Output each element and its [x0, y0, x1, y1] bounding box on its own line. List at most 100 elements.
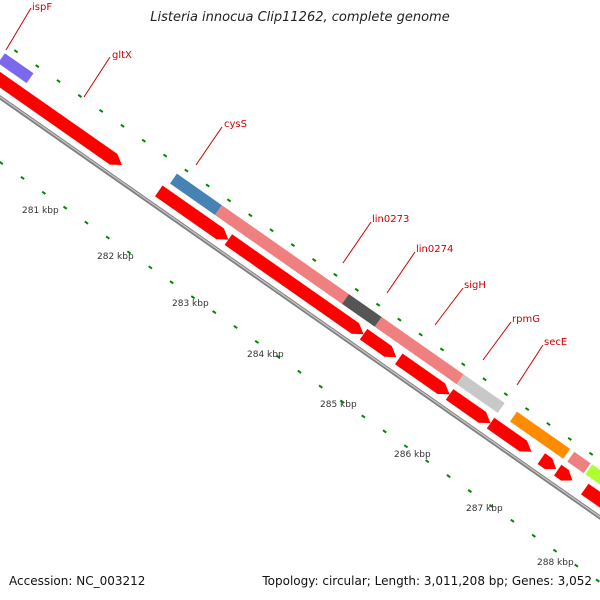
tick-inner: [574, 563, 579, 568]
tick-outer: [588, 451, 594, 456]
feature-bar: [342, 294, 382, 327]
tick-inner: [212, 310, 217, 315]
label-leader: [195, 126, 223, 166]
feature-bar: [510, 411, 571, 459]
tick-outer: [311, 258, 317, 262]
cds-arrow: [359, 328, 397, 358]
ruler-label: 287 kbp: [466, 504, 503, 514]
tick-outer: [567, 436, 572, 441]
tick-inner: [190, 295, 196, 300]
tick-inner: [488, 503, 494, 508]
tick-inner: [275, 354, 281, 359]
backbone-highlight: [0, 96, 600, 518]
tick-inner: [297, 369, 302, 374]
tick-outer: [248, 213, 253, 218]
tick-outer: [375, 302, 381, 307]
cds-arrow: [445, 389, 491, 424]
label-leader: [516, 344, 544, 386]
label-leader: [342, 221, 372, 264]
map-title: Listeria innocua Clip11262, complete gen…: [150, 10, 450, 25]
tick-inner: [446, 474, 451, 479]
tick-outer: [503, 392, 509, 397]
ruler-label: 283 kbp: [172, 299, 209, 309]
backbone: [0, 94, 600, 520]
tick-inner: [318, 384, 323, 389]
accession-text: Accession: NC_003212: [9, 574, 146, 588]
feature-label: secE: [544, 337, 567, 348]
tick-inner: [510, 518, 515, 523]
label-leader: [386, 251, 416, 294]
ruler-label: 284 kbp: [247, 350, 284, 360]
feature-label: ispF: [32, 2, 52, 13]
tick-outer: [56, 79, 61, 84]
feature-bar: [585, 464, 600, 485]
tick-inner: [62, 205, 68, 210]
cds-arrow: [0, 71, 122, 165]
tick-inner: [105, 235, 110, 240]
tick-outer: [439, 347, 445, 352]
cds-arrow: [581, 483, 600, 508]
tick-inner: [339, 399, 345, 404]
feature-bar: [170, 173, 222, 215]
label-leader: [5, 7, 32, 51]
tick-inner: [20, 175, 25, 180]
summary-text: Topology: circular; Length: 3,011,208 bp…: [262, 574, 592, 588]
feature-label: cysS: [224, 119, 247, 130]
tick-outer: [461, 362, 466, 367]
label-leader: [482, 321, 512, 361]
feature-bar: [215, 205, 349, 304]
tick-inner: [148, 265, 153, 270]
ruler-labels: 281 kbp 282 kbp 283 kbp 284 kbp 285 kbp 286 k…: [22, 206, 574, 568]
cds-track: [0, 71, 600, 508]
tick-outer: [226, 198, 232, 203]
tick-inner: [126, 250, 132, 255]
ruler-label: 285 kbp: [320, 400, 357, 410]
tick-inner: [233, 325, 238, 329]
feature-label: rpmG: [512, 314, 540, 325]
cds-arrow: [155, 185, 229, 240]
feature-label: lin0273: [372, 214, 409, 225]
label-leader: [83, 56, 111, 98]
ruler-label: 281 kbp: [22, 206, 59, 216]
tick-outer: [524, 407, 530, 412]
ruler-label: 286 kbp: [394, 450, 431, 460]
feature-label: lin0274: [416, 244, 453, 255]
tick-inner: [41, 190, 47, 195]
tick-outer: [397, 317, 402, 322]
tick-inner: [552, 548, 558, 553]
feature-bar: [567, 451, 591, 474]
tick-inner: [382, 429, 387, 434]
tick-inner: [169, 280, 174, 285]
tick-outer: [482, 377, 487, 382]
tick-inner: [361, 414, 366, 419]
tick-outer: [120, 123, 125, 128]
tick-outer: [418, 332, 423, 337]
tick-outer: [290, 243, 296, 248]
feature-bar: [456, 374, 505, 413]
tick-outer: [354, 287, 359, 292]
feature-track: [0, 53, 600, 485]
ruler-label: 282 kbp: [97, 252, 134, 262]
tick-inner: [0, 161, 4, 165]
tick-outer: [546, 422, 551, 426]
cds-arrow: [537, 453, 557, 470]
feature-label: gltX: [112, 50, 132, 61]
tick-outer: [184, 168, 189, 173]
cds-arrow: [486, 417, 532, 452]
feature-bar: [374, 317, 464, 385]
feature-label: sigH: [464, 280, 486, 291]
tick-outer: [77, 94, 83, 98]
tick-inner: [595, 578, 600, 583]
tick-outer: [98, 108, 104, 113]
tick-outer: [333, 272, 338, 277]
tick-outer: [162, 153, 168, 158]
tick-inner: [531, 533, 536, 538]
tick-inner: [84, 220, 89, 225]
tick-inner: [467, 489, 473, 493]
feature-labels: ispF gltX cysS lin0273 lin0274 sigH rpmG secE: [5, 2, 567, 386]
cds-arrow: [395, 353, 450, 395]
ruler-label: 288 kbp: [537, 558, 574, 568]
tick-inner: [403, 444, 409, 449]
tick-marks: [0, 49, 600, 583]
